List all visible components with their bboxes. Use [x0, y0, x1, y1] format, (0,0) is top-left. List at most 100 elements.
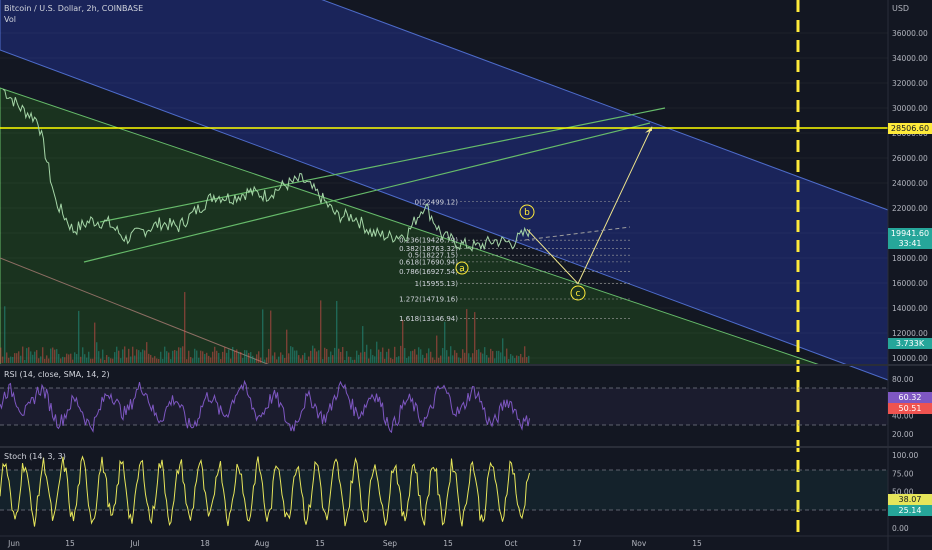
dashed-extension — [524, 226, 631, 241]
volume-bar — [110, 358, 112, 363]
time-tick-label: 15 — [65, 539, 75, 548]
volume-bar — [482, 353, 484, 363]
volume-bar — [304, 352, 306, 363]
volume-bar — [4, 306, 6, 363]
volume-bar — [306, 359, 308, 363]
rsi-value-tag-a: 60.32 — [888, 392, 932, 403]
fib-retracement: 0(22499.12) 0.236(19426.79)0.382(18763.32… — [399, 198, 630, 323]
volume-bar — [468, 353, 470, 363]
volume-bar — [104, 359, 106, 363]
stoch-title[interactable]: Stoch (14, 3, 3) — [4, 452, 66, 461]
volume-bar — [100, 358, 102, 363]
volume-bar — [94, 322, 96, 363]
rsi-tick-label: 80.00 — [892, 375, 914, 384]
volume-bar — [268, 348, 270, 363]
volume-bar — [20, 355, 22, 363]
volume-bar — [358, 354, 360, 363]
volume-bar — [54, 349, 56, 363]
volume-bar — [62, 356, 64, 363]
volume-bar — [232, 346, 234, 363]
fib-level-label: 0.786(16927.54) — [399, 268, 458, 276]
volume-bar — [12, 356, 14, 363]
price-tick-label: 14000.00 — [892, 304, 928, 313]
volume-bar — [448, 356, 450, 363]
volume-bar — [224, 347, 226, 363]
rising-channel-top — [99, 107, 666, 223]
price-tick-label: 12000.00 — [892, 329, 928, 338]
volume-bar — [60, 358, 62, 363]
volume-bar — [430, 351, 432, 363]
volume-bar — [330, 351, 332, 363]
volume-bar — [278, 356, 280, 363]
volume-bar — [334, 347, 336, 363]
volume-bar — [214, 346, 216, 363]
volume-bar — [70, 353, 72, 363]
volume-bar — [470, 357, 472, 363]
volume-bar — [120, 358, 122, 363]
volume-bar — [92, 358, 94, 363]
fib-level-label: 1.618(13146.94) — [399, 315, 458, 323]
stoch-line — [0, 455, 530, 527]
volume-bar — [80, 356, 82, 363]
volume-bar — [350, 356, 352, 363]
volume-bar — [68, 354, 70, 363]
volume-bar — [122, 349, 124, 363]
volume-bar — [196, 350, 198, 363]
time-axis[interactable]: Jun 15 Jul 18 Aug 15 Sep 15 Oct 17 Nov 15 — [7, 539, 702, 548]
volume-bar — [354, 359, 356, 363]
volume-bar — [148, 353, 150, 363]
volume-bar — [274, 352, 276, 363]
volume-bar — [134, 355, 136, 363]
volume-bar — [346, 351, 348, 363]
wave-label-a: a — [455, 261, 469, 275]
volume-bar — [18, 351, 20, 363]
rsi-title[interactable]: RSI (14, close, SMA, 14, 2) — [4, 370, 110, 379]
price-tick-label: 34000.00 — [892, 54, 928, 63]
volume-bar — [226, 352, 228, 363]
volume-bar — [14, 353, 16, 363]
volume-bar — [266, 357, 268, 363]
volume-bar — [208, 355, 210, 363]
volume-bar — [250, 352, 252, 363]
price-tick-label: 24000.00 — [892, 179, 928, 188]
wave-label-b: b — [519, 204, 535, 220]
time-tick-label: Jun — [7, 539, 20, 548]
volume-bar — [498, 350, 500, 363]
volume-bar — [114, 352, 116, 363]
volume-bar — [38, 358, 40, 363]
volume-bar — [256, 354, 258, 363]
rsi-band — [0, 388, 888, 425]
symbol-title[interactable]: Bitcoin / U.S. Dollar, 2h, COINBASE — [4, 4, 144, 13]
volume-bar — [310, 350, 312, 363]
volume-bar — [384, 358, 386, 363]
volume-bar — [202, 351, 204, 363]
price-tick-label: 18000.00 — [892, 254, 928, 263]
volume-bar — [496, 350, 498, 363]
rsi-value-tag-b: 50.51 — [888, 403, 932, 414]
volume-bar — [486, 355, 488, 363]
volume-bar — [276, 359, 278, 363]
volume-bar — [200, 350, 202, 363]
volume-bar — [340, 351, 342, 363]
volume-bar — [144, 350, 146, 363]
volume-bar — [302, 355, 304, 363]
volume-bar — [88, 351, 90, 363]
volume-bar — [362, 326, 364, 363]
volume-bar — [376, 341, 378, 363]
last-price-tag: 19941.60 — [888, 228, 932, 239]
volume-bar — [218, 352, 220, 363]
volume-bar — [258, 351, 260, 363]
volume-bar — [298, 355, 300, 363]
volume-bar — [142, 349, 144, 363]
stoch-tick-label: 50.00 — [892, 488, 914, 497]
volume-bar — [2, 356, 4, 363]
volume-bar — [164, 346, 166, 363]
volume-bar — [98, 351, 100, 363]
volume-bar — [150, 354, 152, 363]
volume-label[interactable]: Vol — [4, 15, 16, 24]
volume-bar — [444, 321, 446, 363]
volume-bar — [332, 355, 334, 363]
volume-bar — [124, 346, 126, 363]
price-tick-label: 30000.00 — [892, 104, 928, 113]
